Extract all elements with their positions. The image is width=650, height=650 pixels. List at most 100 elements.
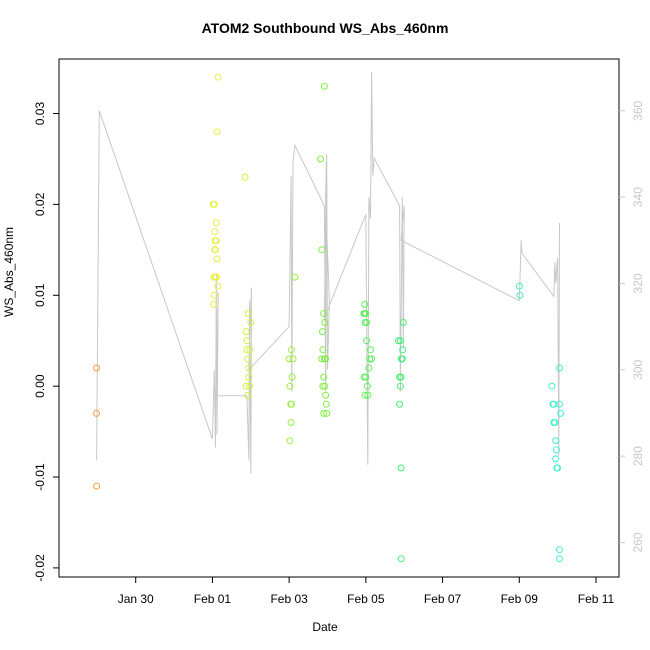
data-point: [551, 419, 559, 426]
data-point: [247, 319, 255, 326]
data-point: [214, 282, 222, 290]
y2-tick-label: 360: [631, 100, 645, 120]
data-point: [245, 373, 253, 381]
data-point: [550, 400, 558, 408]
data-point: [213, 255, 221, 263]
data-point: [556, 364, 563, 372]
data-point: [319, 382, 327, 390]
x-tick-label: Feb 03: [270, 592, 308, 606]
data-point: [362, 373, 370, 381]
data-point: [291, 273, 299, 281]
data-point: [322, 400, 330, 408]
data-point: [554, 464, 562, 472]
data-point: [287, 419, 295, 426]
data-point: [396, 400, 404, 408]
data-point: [241, 173, 249, 181]
data-point: [548, 382, 556, 390]
data-point: [365, 364, 373, 372]
plot-frame: [58, 58, 620, 578]
data-point: [287, 346, 295, 354]
chart-title: ATOM2 Southbound WS_Abs_460nm: [201, 20, 449, 36]
data-point: [212, 237, 220, 245]
data-point: [322, 391, 330, 399]
data-point: [210, 300, 218, 308]
data-point: [245, 364, 253, 372]
data-point: [93, 409, 101, 417]
data-point: [321, 319, 329, 326]
y2-tick-label: 260: [631, 532, 645, 552]
data-point: [399, 346, 407, 354]
data-point: [553, 446, 560, 454]
x-axis-label: Date: [312, 620, 338, 634]
data-point: [322, 355, 330, 363]
data-point: [361, 310, 369, 317]
x-tick-label: Feb 09: [501, 592, 539, 606]
data-point: [212, 273, 220, 281]
data-point: [243, 346, 251, 354]
data-point: [396, 382, 404, 390]
secondary-series-line: [96, 71, 560, 474]
y-tick-label: -0.02: [33, 554, 47, 582]
data-point: [556, 400, 563, 408]
y-tick-label: -0.01: [33, 463, 47, 491]
data-point: [287, 400, 295, 408]
y2-tick-label: 280: [631, 446, 645, 466]
data-point: [286, 437, 294, 445]
data-point: [212, 219, 220, 227]
data-point: [318, 355, 326, 363]
data-point: [398, 355, 406, 363]
data-point: [242, 382, 250, 390]
data-point: [552, 437, 560, 445]
data-point: [363, 382, 371, 390]
data-point: [364, 391, 372, 399]
x-tick-label: Feb 01: [194, 592, 232, 606]
data-point: [366, 355, 374, 363]
data-point: [361, 300, 369, 308]
data-point: [556, 555, 563, 563]
data-point: [321, 382, 329, 390]
x-tick-label: Feb 07: [424, 592, 462, 606]
data-point: [289, 355, 297, 363]
data-point: [319, 346, 327, 354]
data-point: [242, 328, 250, 336]
data-point: [367, 346, 374, 354]
data-point: [93, 482, 101, 490]
data-point: [243, 337, 251, 345]
y-tick-label: 0.01: [33, 283, 47, 307]
x-tick-label: Feb 05: [347, 592, 385, 606]
data-point: [557, 409, 565, 417]
data-point: [320, 82, 328, 90]
y2-tick-label: 300: [631, 359, 645, 379]
x-tick-label: Feb 11: [578, 592, 615, 606]
data-point: [288, 373, 296, 381]
data-point: [319, 328, 326, 336]
data-point: [93, 364, 101, 372]
data-point: [397, 464, 405, 472]
data-point: [368, 355, 376, 363]
data-point: [395, 337, 402, 345]
data-point: [317, 155, 325, 163]
data-point: [244, 355, 252, 363]
data-point: [285, 355, 293, 363]
data-point: [213, 128, 221, 136]
data-point: [320, 310, 328, 317]
data-point: [286, 382, 294, 390]
data-point: [320, 409, 328, 417]
data-point: [515, 282, 523, 290]
data-point: [361, 391, 369, 399]
y-tick-label: 0.03: [33, 102, 47, 126]
data-point: [318, 246, 326, 254]
data-point: [320, 373, 328, 381]
data-point: [244, 391, 252, 399]
data-point: [246, 382, 254, 390]
data-point: [397, 373, 405, 381]
data-point: [363, 337, 371, 345]
y2-tick-label: 320: [631, 273, 645, 293]
data-point: [211, 246, 219, 254]
y2-tick-label: 340: [631, 187, 645, 207]
data-point: [323, 409, 331, 417]
data-point: [516, 291, 524, 299]
data-point: [210, 200, 218, 208]
data-point: [246, 346, 254, 354]
